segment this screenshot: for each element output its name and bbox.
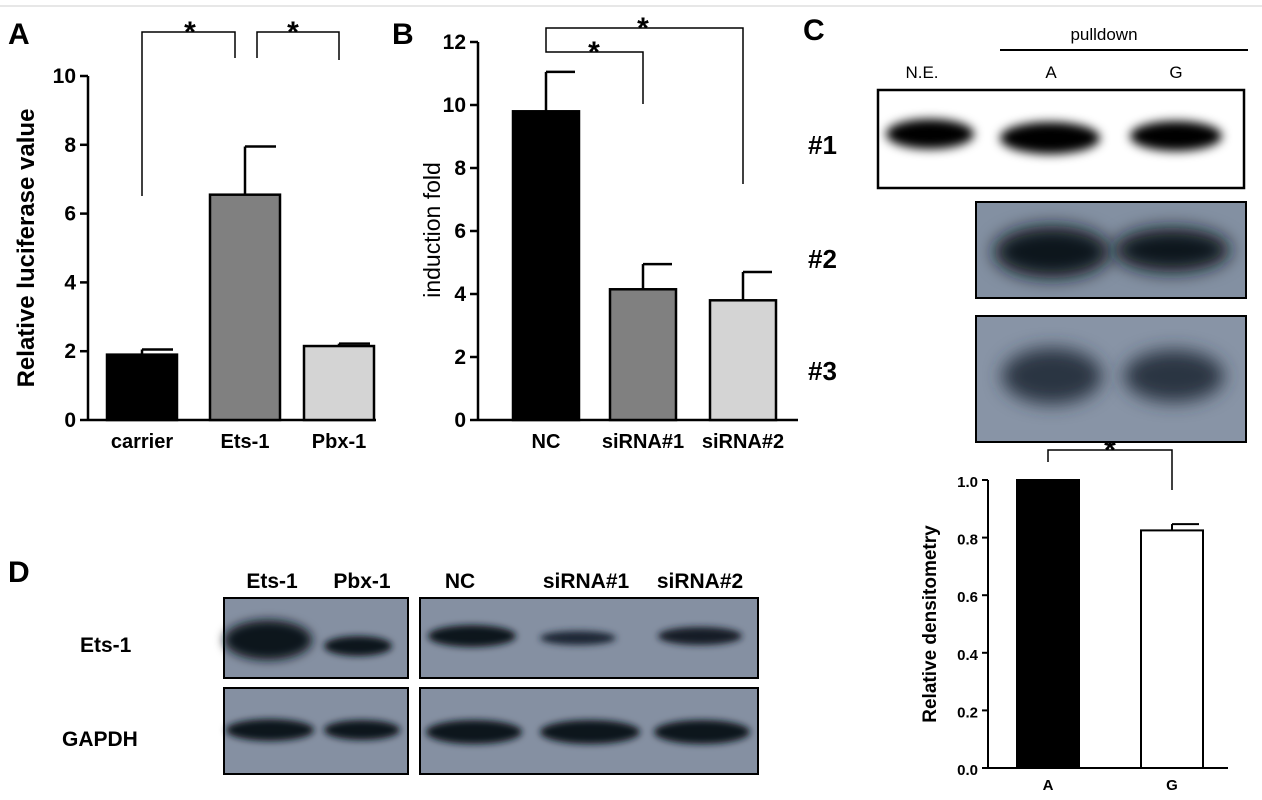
y-tick-label: 0 bbox=[64, 409, 76, 432]
y-tick-label: 0.6 bbox=[957, 589, 978, 606]
band bbox=[994, 226, 1110, 278]
row-label-2: #2 bbox=[808, 244, 837, 274]
lane-a: A bbox=[1045, 63, 1057, 82]
band bbox=[654, 720, 750, 744]
band bbox=[658, 627, 742, 645]
bar bbox=[511, 110, 581, 422]
band bbox=[1124, 350, 1224, 402]
y-tick-label: 8 bbox=[454, 157, 466, 180]
band bbox=[428, 625, 516, 647]
bar bbox=[708, 299, 778, 422]
bar bbox=[1140, 529, 1204, 770]
blot-panel-d: Ets-1 Pbx-1 NC siRNA#1 siRNA#2 Ets-1 GAP… bbox=[62, 570, 759, 775]
y-tick-label: 2 bbox=[454, 346, 466, 369]
lane-g: G bbox=[1169, 63, 1182, 82]
y-tick-label: 6 bbox=[454, 220, 466, 243]
y-axis-label: induction fold bbox=[419, 162, 445, 298]
y-axis-label: Relative luciferase value bbox=[13, 109, 40, 388]
row-label-3: #3 bbox=[808, 356, 837, 386]
significance-bracket bbox=[545, 27, 744, 184]
significance-star: * bbox=[184, 16, 196, 49]
bar bbox=[302, 344, 376, 422]
row-label-d-ets1: Ets-1 bbox=[80, 634, 132, 657]
band bbox=[1002, 348, 1102, 404]
significance-bracket bbox=[141, 31, 236, 196]
lane-d-pbx1: Pbx-1 bbox=[333, 570, 391, 593]
category-label: Pbx-1 bbox=[312, 431, 366, 453]
y-tick-label: 0.4 bbox=[957, 647, 979, 664]
y-tick-label: 8 bbox=[64, 134, 76, 157]
significance-star: * bbox=[287, 16, 299, 49]
category-label: Ets-1 bbox=[221, 431, 270, 453]
band bbox=[224, 620, 312, 660]
bar bbox=[105, 353, 179, 422]
row-label-1: #1 bbox=[808, 130, 837, 160]
panel-letter-d: D bbox=[8, 556, 30, 589]
y-tick-label: 2 bbox=[64, 340, 76, 363]
band bbox=[1114, 228, 1230, 272]
significance-star: * bbox=[637, 12, 649, 45]
significance-star: * bbox=[588, 36, 600, 69]
panel-letter-b: B bbox=[392, 18, 414, 51]
blot-panel-c: pulldown N.E. A G #1 #2 #3 bbox=[808, 25, 1248, 443]
y-tick-label: 10 bbox=[53, 65, 76, 88]
y-tick-label: 0.8 bbox=[957, 532, 978, 549]
category-label: NC bbox=[532, 431, 561, 453]
band bbox=[426, 720, 522, 744]
category-label: siRNA#1 bbox=[602, 431, 684, 453]
significance-bracket bbox=[545, 42, 644, 104]
lane-d-ets1: Ets-1 bbox=[246, 570, 298, 593]
y-tick-label: 10 bbox=[443, 94, 466, 117]
y-tick-label: 4 bbox=[454, 283, 466, 306]
band bbox=[540, 631, 616, 645]
lane-d-nc: NC bbox=[445, 570, 475, 593]
y-tick-label: 0.2 bbox=[957, 704, 978, 721]
panel-letter-a: A bbox=[8, 18, 30, 51]
y-tick-label: 1.0 bbox=[957, 474, 978, 491]
chart-a: 0 2 4 6 8 10 Relative luciferase value carrier E… bbox=[13, 16, 376, 453]
bar bbox=[1016, 479, 1080, 769]
category-label: G bbox=[1166, 777, 1178, 794]
category-label: A bbox=[1043, 777, 1054, 794]
y-tick-label: 0 bbox=[454, 409, 466, 432]
lane-ne: N.E. bbox=[905, 63, 938, 82]
band bbox=[886, 119, 974, 149]
panel-letter-c: C bbox=[803, 14, 825, 47]
band bbox=[324, 636, 392, 656]
row-label-d-gapdh: GAPDH bbox=[62, 728, 138, 751]
band bbox=[1000, 122, 1100, 154]
bar bbox=[608, 288, 678, 422]
pulldown-label: pulldown bbox=[1070, 25, 1137, 44]
y-tick-label: 6 bbox=[64, 203, 76, 226]
band bbox=[226, 719, 314, 741]
chart-b: 0 2 4 6 8 10 12 induction fold NC siRNA#1 siRNA#2 *… bbox=[419, 12, 798, 453]
chart-c-densitometry: 0.0 0.2 0.4 0.6 0.8 1.0 Relative densitometry A… bbox=[920, 434, 1228, 794]
band bbox=[540, 720, 640, 744]
y-tick-label: 0.0 bbox=[957, 762, 978, 779]
y-axis-label: Relative densitometry bbox=[920, 525, 941, 723]
y-tick-label: 12 bbox=[443, 31, 466, 54]
lane-d-sirna1: siRNA#1 bbox=[543, 570, 630, 593]
category-label: carrier bbox=[111, 431, 173, 453]
y-tick-label: 4 bbox=[64, 271, 76, 294]
lane-d-sirna2: siRNA#2 bbox=[657, 570, 743, 593]
band bbox=[1130, 121, 1222, 151]
significance-bracket bbox=[256, 31, 340, 60]
category-label: siRNA#2 bbox=[702, 431, 784, 453]
band bbox=[324, 720, 400, 740]
significance-bracket bbox=[1047, 449, 1173, 490]
bar bbox=[208, 193, 282, 422]
